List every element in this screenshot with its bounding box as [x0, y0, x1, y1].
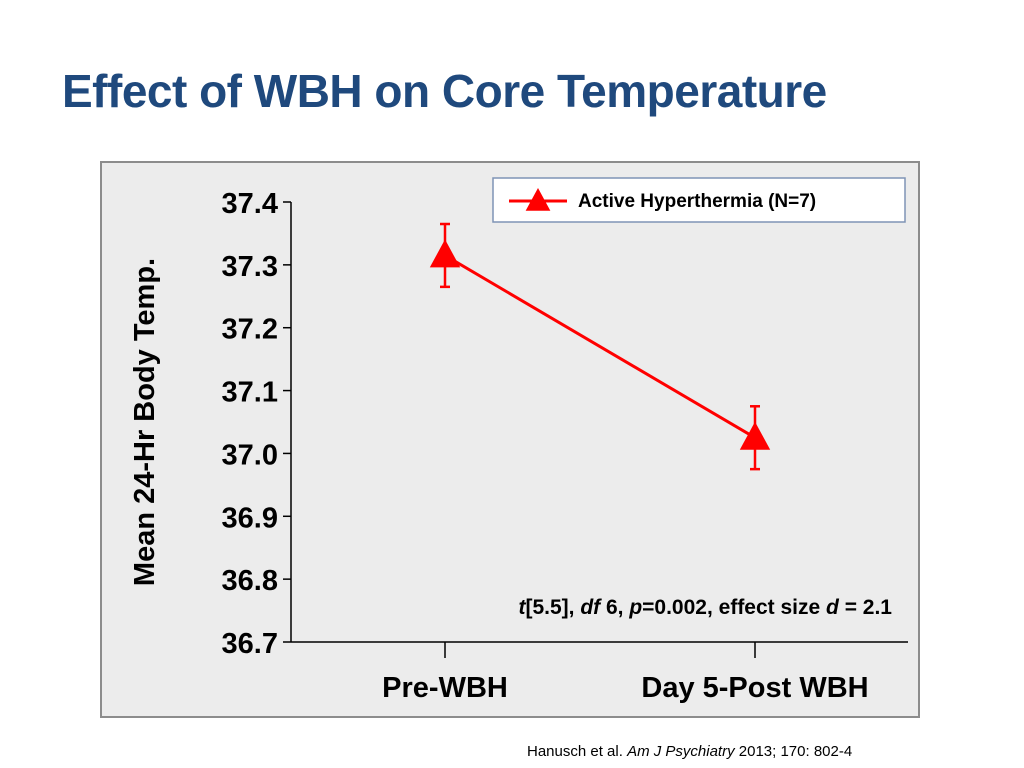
citation-authors: Hanusch et al. — [527, 743, 623, 760]
stats-annotation: t[5.5], df 6, p=0.002, effect size d = 2… — [518, 596, 892, 619]
x-tick-label: Day 5-Post WBH — [641, 672, 868, 704]
y-axis: 37.4 37.3 37.2 37.1 37.0 36.9 36.8 36.7 — [222, 188, 292, 660]
data-point-triangle — [739, 421, 771, 450]
annotation-part: =0.002, effect size — [642, 596, 826, 619]
y-tick-label: 36.9 — [222, 502, 278, 534]
y-tick-label: 37.2 — [222, 314, 278, 346]
citation: Hanusch et al. Am J Psychiatry 2013; 170… — [527, 743, 852, 760]
y-tick-label: 36.8 — [222, 565, 278, 597]
legend: Active Hyperthermia (N=7) — [492, 177, 906, 223]
annotation-part: d — [826, 596, 840, 619]
y-axis-label: Mean 24-Hr Body Temp. — [129, 258, 161, 586]
x-axis: Pre-WBH Day 5-Post WBH — [291, 641, 908, 704]
y-tick-label: 37.0 — [222, 439, 278, 471]
series-active-hyperthermia — [429, 222, 771, 471]
citation-details: 2013; 170: 802-4 — [738, 743, 853, 760]
slide-title: Effect of WBH on Core Temperature — [62, 65, 827, 117]
data-point-triangle — [429, 239, 461, 268]
annotation-part: 6, — [600, 596, 629, 619]
chart-panel: 37.4 37.3 37.2 37.1 37.0 36.9 36.8 36.7 Pre-WBH… — [100, 161, 920, 718]
chart: 37.4 37.3 37.2 37.1 37.0 36.9 36.8 36.7 Pre-WBH… — [129, 177, 908, 704]
series-line — [444, 254, 756, 440]
annotation-part: t — [518, 596, 526, 619]
citation-journal: Am J Psychiatry — [627, 743, 735, 760]
annotation-part: [5.5], — [525, 596, 580, 619]
y-tick-label: 37.3 — [222, 251, 278, 283]
annotation-part: p — [628, 596, 642, 619]
x-tick-label: Pre-WBH — [382, 672, 508, 704]
y-tick-label: 36.7 — [222, 628, 278, 660]
legend-triangle-swatch — [525, 188, 551, 211]
legend-label: Active Hyperthermia (N=7) — [578, 191, 816, 212]
y-tick-label: 37.4 — [222, 188, 278, 220]
annotation-part: df — [580, 596, 602, 619]
annotation-part: = 2.1 — [839, 596, 892, 619]
y-tick-label: 37.1 — [222, 377, 278, 409]
